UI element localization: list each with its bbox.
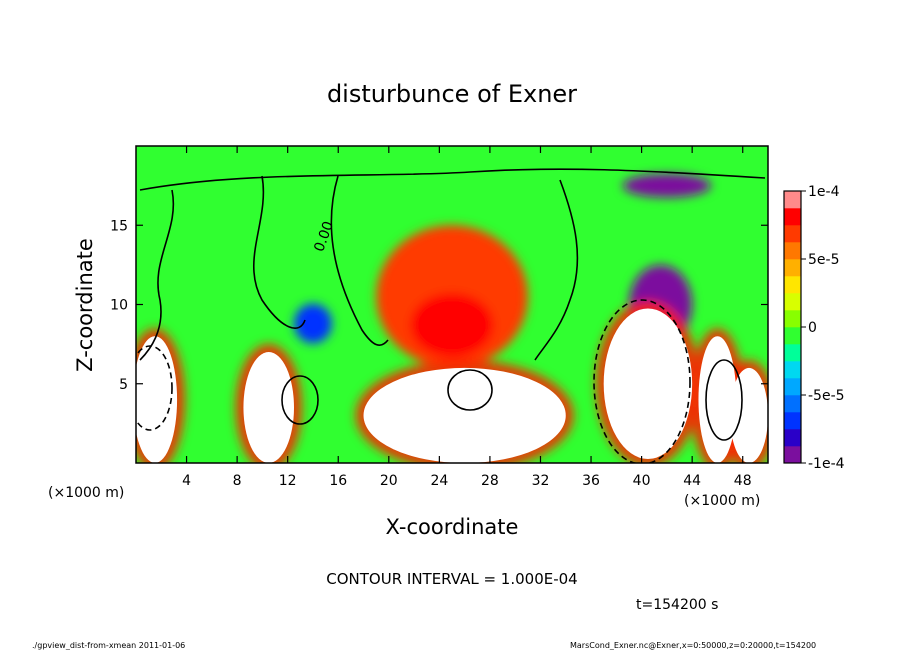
zero-contour-top: [139, 168, 766, 191]
positive-cell: [730, 367, 768, 463]
x-tick-label: 16: [329, 473, 347, 489]
footer-left: ./gpview_dist-from-xmean 2011-01-06: [32, 641, 186, 650]
x-tick-label: 36: [582, 473, 600, 489]
positive-cell: [698, 336, 737, 463]
field-cells: [136, 308, 768, 463]
colorbar-band: [784, 293, 801, 311]
negative-minimum: [294, 303, 332, 344]
x-tick-label: 28: [481, 473, 499, 489]
colorbar-tick-label: 1e-4: [808, 184, 840, 200]
colorbar-band: [784, 327, 801, 345]
positive-core: [410, 293, 494, 358]
positive-cell: [243, 352, 294, 463]
positive-cell: [603, 308, 693, 460]
chart-title: disturbunce of Exner: [327, 80, 577, 108]
colorbar-band: [784, 412, 801, 430]
x-tick-label: 48: [734, 473, 752, 489]
y-tick-label: 10: [110, 298, 128, 314]
contour-interval-note: CONTOUR INTERVAL = 1.000E-04: [326, 570, 577, 588]
heatmap-field: [136, 146, 768, 463]
x-axis: 4 8 12 16 20 24 28 32 36 40 44 48: [182, 146, 752, 489]
y-axis: 5 10 15: [110, 218, 768, 393]
positive-cell: [363, 367, 566, 463]
colorbar-band: [784, 395, 801, 413]
x-tick-label: 32: [532, 473, 550, 489]
colorbar-band: [784, 242, 801, 260]
x-unit-right: (×1000 m): [684, 493, 760, 509]
contour-lines: [136, 168, 766, 463]
zero-contour-center: [330, 175, 389, 346]
x-tick-label: 20: [380, 473, 398, 489]
x-tick-label: 24: [430, 473, 448, 489]
colorbar-band: [784, 191, 801, 209]
colorbar-band: [784, 361, 801, 379]
colorbar-tick-label: -5e-5: [808, 388, 845, 404]
colorbar-band: [784, 208, 801, 226]
colorbar-tick-label: 5e-5: [808, 252, 839, 268]
colorbar-band: [784, 344, 801, 362]
y-tick-label: 15: [110, 218, 128, 234]
x-tick-label: 8: [233, 473, 242, 489]
colorbar-band: [784, 446, 801, 464]
colorbar-bands: [784, 191, 801, 464]
zero-contour-right: [534, 179, 579, 361]
colorbar-band: [784, 378, 801, 396]
colorbar-band: [784, 259, 801, 277]
time-stamp: t=154200 s: [636, 597, 718, 613]
x-tick-label: 4: [182, 473, 191, 489]
cell-contour-middle: [447, 369, 493, 411]
footer-right: MarsCond_Exner.nc@Exner,x=0:50000,z=0:20…: [570, 641, 817, 650]
cell-contour-right: [705, 359, 743, 441]
positive-cell: [136, 336, 178, 463]
colorbar: 1e-4 5e-5 0 -5e-5 -1e-4: [783, 184, 845, 472]
x-tick-label: 40: [633, 473, 651, 489]
colorbar-ticks: 1e-4 5e-5 0 -5e-5 -1e-4: [801, 184, 845, 472]
negative-minimum: [622, 173, 712, 198]
y-axis-label: Z-coordinate: [73, 238, 97, 372]
zero-contour-mid: [253, 175, 306, 329]
x-axis-label: X-coordinate: [386, 515, 519, 539]
colorbar-band: [784, 310, 801, 328]
cell-contour-far-left: [136, 345, 173, 431]
colorbar-band: [784, 225, 801, 243]
cell-contour-left-middle: [281, 375, 319, 425]
cell-contour-center-right: [593, 299, 691, 463]
colorbar-band: [784, 429, 801, 447]
x-tick-label: 12: [279, 473, 297, 489]
x-unit-left: (×1000 m): [48, 485, 124, 501]
colorbar-tick-label: -1e-4: [808, 456, 845, 472]
x-tick-label: 44: [683, 473, 701, 489]
y-tick-label: 5: [119, 377, 128, 393]
colorbar-band: [784, 276, 801, 294]
colorbar-tick-label: 0: [808, 320, 817, 336]
